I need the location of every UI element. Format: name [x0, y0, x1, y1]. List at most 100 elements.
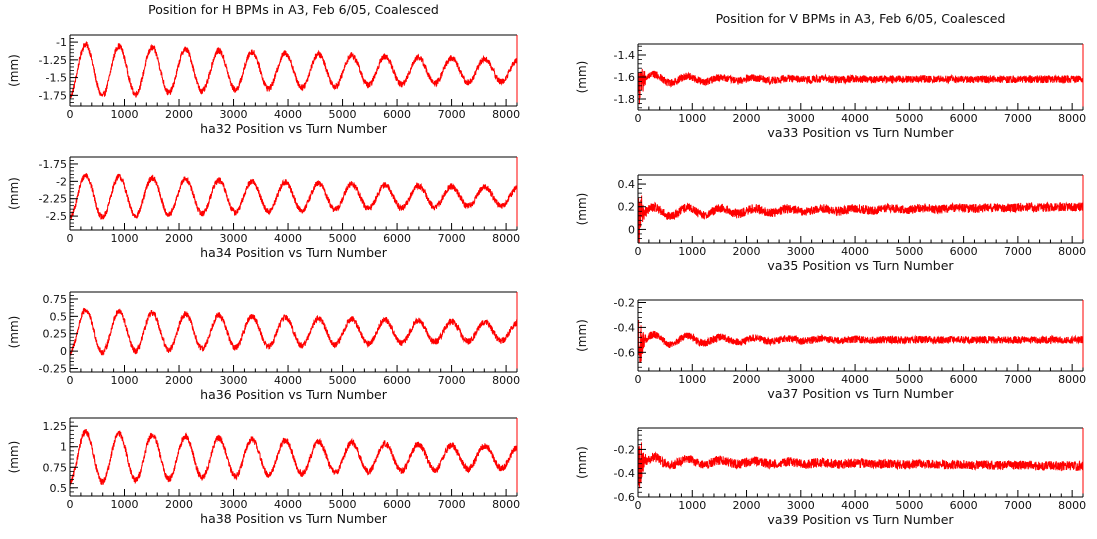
series-line-ha38: [69, 428, 518, 487]
x-tick-label: 7000: [1004, 373, 1032, 386]
x-tick-label: 6000: [383, 498, 411, 511]
x-axis-label: ha38 Position vs Turn Number: [200, 511, 388, 526]
x-tick-label: 1000: [678, 112, 706, 125]
series-line-va33: [637, 68, 1084, 105]
x-tick-label: 3000: [220, 232, 248, 245]
x-tick-label: 6000: [950, 373, 978, 386]
y-axis-label: (mm): [7, 177, 21, 210]
x-tick-label: 5000: [895, 373, 923, 386]
x-tick-label: 8000: [492, 374, 520, 387]
chart-va35: 0 1000 2000 3000 4000 5000 6000 7000 8000 0 0.2 0.4…: [575, 174, 1086, 273]
x-tick-label: 8000: [1058, 245, 1086, 258]
x-axis-label: ha34 Position vs Turn Number: [200, 245, 388, 260]
x-tick-label: 4000: [274, 108, 302, 121]
y-tick-label: 0.75: [43, 461, 68, 474]
x-tick-label: 2000: [165, 498, 193, 511]
series-line-ha34: [69, 172, 518, 222]
x-tick-label: 4000: [274, 498, 302, 511]
y-axis-label: (mm): [7, 54, 21, 87]
y-tick-label: 1: [60, 441, 67, 454]
x-tick-label: 3000: [220, 498, 248, 511]
x-tick-label: 5000: [895, 245, 923, 258]
x-tick-label: 4000: [841, 245, 869, 258]
y-axis-label: (mm): [7, 316, 21, 349]
x-tick-label: 7000: [1004, 245, 1032, 258]
y-tick-label: 0: [60, 345, 67, 358]
series-line-ha32: [69, 41, 518, 99]
y-tick-label: -1.75: [39, 89, 67, 102]
y-tick-label: -1.5: [46, 72, 67, 85]
x-tick-label: 7000: [438, 498, 466, 511]
x-tick-label: 7000: [438, 232, 466, 245]
x-tick-label: 7000: [1004, 112, 1032, 125]
y-axis-label: (mm): [7, 441, 21, 474]
series-line-va35: [637, 195, 1084, 244]
x-tick-label: 6000: [950, 245, 978, 258]
x-tick-label: 2000: [733, 373, 761, 386]
chart-ha38: 0 1000 2000 3000 4000 5000 6000 7000 8000 0.5 0.75…: [7, 417, 520, 526]
x-tick-label: 1000: [678, 373, 706, 386]
chart-ha34: 0 1000 2000 3000 4000 5000 6000 7000 8000 -2.5 -2.…: [7, 156, 520, 260]
chart-va37: 0 1000 2000 3000 4000 5000 6000 7000 8000 -0.6 -0.…: [575, 296, 1086, 401]
right-column-title: Position for V BPMs in A3, Feb 6/05, Coa…: [715, 11, 1006, 26]
y-tick-label: 0.25: [43, 328, 68, 341]
x-tick-label: 8000: [492, 232, 520, 245]
y-tick-label: -1.6: [614, 71, 635, 84]
x-tick-label: 3000: [220, 108, 248, 121]
y-tick-label: -1: [56, 36, 67, 49]
y-axis-label: (mm): [575, 193, 589, 226]
y-tick-label: 0: [628, 223, 635, 236]
y-axis-label: (mm): [575, 61, 589, 94]
x-tick-label: 0: [635, 112, 642, 125]
y-tick-label: -2.25: [39, 193, 67, 206]
x-tick-label: 3000: [787, 245, 815, 258]
x-tick-label: 3000: [787, 112, 815, 125]
y-tick-label: -1.75: [39, 158, 67, 171]
x-tick-label: 5000: [329, 498, 357, 511]
x-tick-label: 6000: [950, 499, 978, 512]
x-tick-label: 1000: [111, 498, 139, 511]
x-tick-label: 0: [67, 374, 74, 387]
y-tick-label: -2.5: [46, 210, 67, 223]
x-tick-label: 4000: [274, 232, 302, 245]
series-line-va39: [637, 442, 1084, 489]
y-tick-label: -0.6: [614, 491, 635, 504]
x-tick-label: 4000: [841, 373, 869, 386]
y-tick-label: -1.25: [39, 54, 67, 67]
x-tick-label: 4000: [841, 112, 869, 125]
x-tick-label: 5000: [895, 112, 923, 125]
x-axis-label: va39 Position vs Turn Number: [767, 512, 954, 527]
x-tick-label: 6000: [383, 374, 411, 387]
x-tick-label: 0: [67, 498, 74, 511]
x-tick-label: 1000: [111, 108, 139, 121]
x-tick-label: 8000: [492, 108, 520, 121]
x-axis-label: ha32 Position vs Turn Number: [200, 121, 388, 136]
y-tick-label: -0.2: [614, 296, 635, 309]
y-tick-label: 1.25: [43, 420, 68, 433]
y-tick-label: 0.75: [43, 293, 68, 306]
x-tick-label: 0: [635, 373, 642, 386]
x-tick-label: 5000: [895, 499, 923, 512]
x-tick-label: 5000: [329, 374, 357, 387]
x-tick-label: 8000: [1058, 112, 1086, 125]
x-tick-label: 1000: [111, 232, 139, 245]
x-tick-label: 1000: [678, 499, 706, 512]
x-tick-label: 0: [635, 245, 642, 258]
y-axis-label: (mm): [575, 319, 589, 352]
x-tick-label: 0: [67, 232, 74, 245]
x-tick-label: 0: [67, 108, 74, 121]
x-tick-label: 2000: [733, 112, 761, 125]
x-axis-label: va35 Position vs Turn Number: [767, 258, 954, 273]
x-tick-label: 1000: [111, 374, 139, 387]
y-axis-label: (mm): [575, 446, 589, 479]
x-tick-label: 8000: [1058, 499, 1086, 512]
x-tick-label: 8000: [1058, 373, 1086, 386]
y-tick-label: -0.2: [614, 443, 635, 456]
x-axis-label: va37 Position vs Turn Number: [767, 386, 954, 401]
series-line-ha36: [69, 307, 518, 356]
x-axis-label: ha36 Position vs Turn Number: [200, 387, 388, 402]
x-tick-label: 2000: [733, 499, 761, 512]
y-tick-label: -2: [56, 175, 67, 188]
x-tick-label: 8000: [492, 498, 520, 511]
y-tick-label: -0.25: [39, 363, 67, 376]
